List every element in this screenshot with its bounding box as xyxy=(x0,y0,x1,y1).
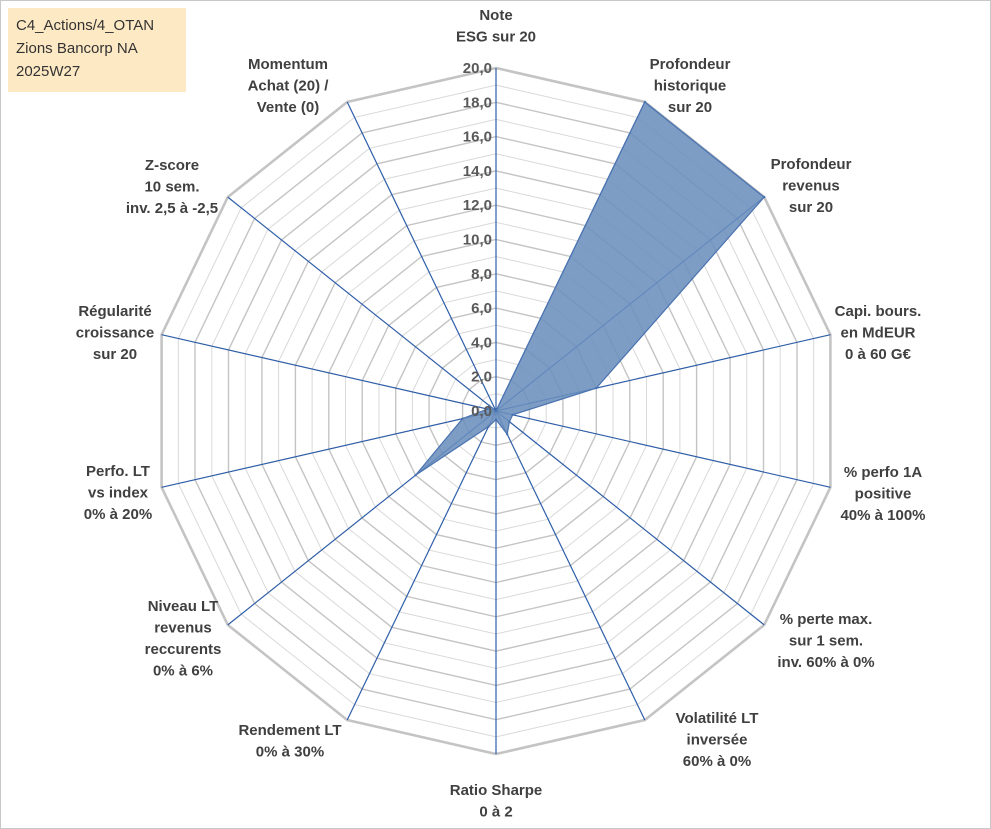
radar-axis-labels: Note ESG sur 20 Profondeur historique sur 20… xyxy=(76,7,926,821)
tick-label: 16,0 xyxy=(463,129,492,146)
series-point xyxy=(414,474,417,477)
axis-spoke xyxy=(495,410,831,488)
chart-title-box: C4_Actions/4_OTAN Zions Bancorp NA 2025W… xyxy=(8,8,186,92)
series-point xyxy=(494,409,498,413)
axis-label: Perfo. LT vs index 0% à 20% xyxy=(84,463,152,523)
series-point xyxy=(487,425,490,428)
axis-label: Capi. bours. en MdEUR 0 à 60 G€ xyxy=(835,303,922,363)
axis-label: Profondeur historique sur 20 xyxy=(650,56,731,116)
series-point xyxy=(486,407,489,411)
axis-label: Rendement LT 0% à 30% xyxy=(238,722,341,761)
series-area xyxy=(415,101,766,476)
axis-label: Régularité croissance sur 20 xyxy=(76,303,154,363)
axis-label: Momentum Achat (20) / Vente (0) xyxy=(248,56,330,116)
axis-spoke xyxy=(161,410,497,488)
title-line-2: Zions Bancorp NA xyxy=(16,40,138,57)
tick-label: 0,0 xyxy=(471,403,492,420)
tick-label: 14,0 xyxy=(463,163,492,180)
series-point xyxy=(506,433,509,436)
title-line-3: 2025W27 xyxy=(16,63,81,80)
axis-label: Z-score 10 sem. inv. 2,5 à -2,5 xyxy=(126,157,218,217)
axis-label: % perte max. sur 1 sem. inv. 60% à 0% xyxy=(777,611,874,671)
tick-label: 4,0 xyxy=(471,334,492,351)
series-point xyxy=(511,413,514,416)
tick-label: 8,0 xyxy=(471,266,492,283)
tick-label: 18,0 xyxy=(463,94,492,111)
title-line-1: C4_Actions/4_OTAN xyxy=(16,17,155,34)
series-point xyxy=(595,386,598,390)
tick-label: 12,0 xyxy=(463,197,492,214)
tick-label: 20,0 xyxy=(463,60,492,77)
axis-label: Volatilité LT inversée 60% à 0% xyxy=(676,710,759,770)
axis-spoke xyxy=(161,334,497,412)
tick-label: 2,0 xyxy=(471,369,492,386)
axis-spoke xyxy=(346,101,497,412)
series-point xyxy=(643,100,646,104)
tick-label: 10,0 xyxy=(463,232,492,249)
axis-label: Profondeur revenus sur 20 xyxy=(771,156,852,216)
axis-label: Niveau LT revenus reccurents 0% à 6% xyxy=(145,598,222,680)
axis-spoke xyxy=(227,196,497,412)
axis-label: % perfo 1A positive 40% à 100% xyxy=(840,464,925,524)
series-point xyxy=(488,404,491,407)
radar-tick-labels: 0,0 2,0 4,0 6,0 8,0 10,0 12,0 14,0 16,0 18,0 20,0 xyxy=(463,60,492,420)
tick-label: 6,0 xyxy=(471,300,492,317)
series-point xyxy=(508,420,511,423)
series-point xyxy=(763,195,766,199)
axis-label: Ratio Sharpe 0 à 2 xyxy=(450,782,543,821)
series-point xyxy=(494,418,498,421)
axis-label: Note ESG sur 20 xyxy=(456,7,536,46)
axis-spoke xyxy=(495,410,765,626)
axis-spoke xyxy=(346,410,497,721)
radar-series xyxy=(414,100,766,477)
axis-spoke xyxy=(495,410,646,721)
series-point xyxy=(461,417,464,420)
